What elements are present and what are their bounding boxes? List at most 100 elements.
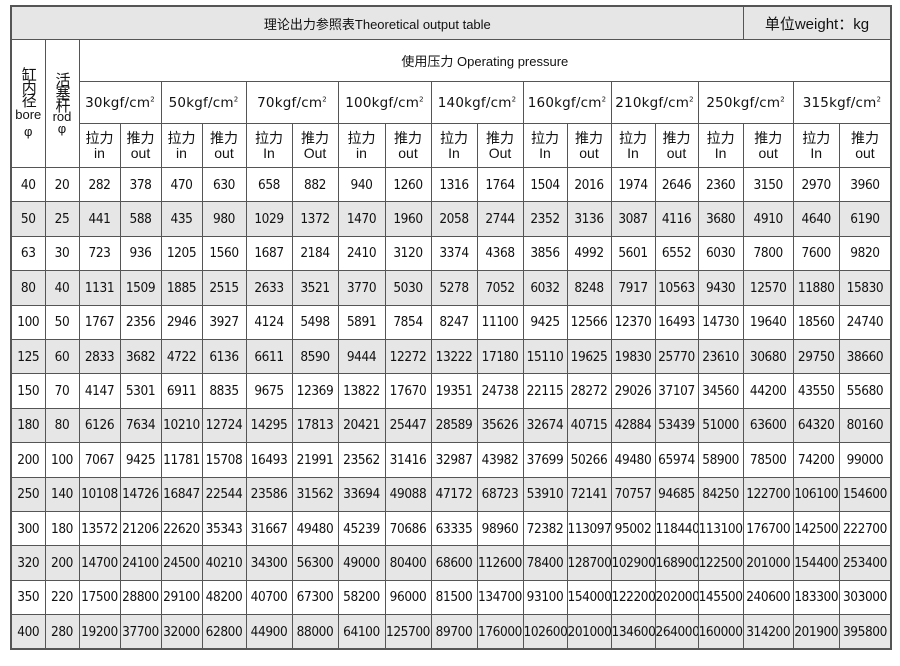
force-cell: 56300: [291, 545, 339, 581]
pressure-unit-exponent: 2: [150, 95, 155, 103]
force-en: in: [356, 144, 367, 161]
force-cell: 40700: [245, 579, 293, 616]
force-cell: 11781: [160, 442, 203, 478]
force-cell: 3960: [838, 166, 892, 203]
force-cell: 51000: [697, 407, 744, 444]
force-cell: 142500: [792, 510, 840, 547]
bore-cell: 320: [10, 545, 46, 581]
force-cell: 3680: [697, 201, 744, 237]
table-row: 150 70 4147 5301 6911 8835 9675 12369 13822 17670…: [10, 373, 892, 409]
rod-en: rod: [52, 109, 72, 124]
force-cell: 14700: [78, 545, 121, 581]
force-cell: 7067: [78, 442, 121, 478]
force-cell: 4992: [566, 235, 612, 272]
force-cell: 99000: [838, 442, 892, 478]
table-row: 40 20 282 378 470 630 658 882 940 1260 1316 1764 150…: [10, 166, 892, 203]
force-cell: 5498: [291, 304, 339, 340]
force-cell: 176700: [742, 510, 794, 547]
force-cell: 12570: [742, 270, 794, 306]
force-cell: 53439: [654, 407, 699, 444]
force-cell: 9430: [697, 270, 744, 306]
force-cell: 19351: [430, 373, 478, 409]
force-cell: 22620: [160, 510, 203, 547]
pressure-unit-exponent: 2: [233, 95, 239, 103]
force-cell: 1687: [245, 235, 293, 272]
force-cell: 24738: [476, 373, 524, 409]
force-cell: 2946: [160, 304, 203, 340]
force-cell: 31416: [384, 442, 432, 478]
force-cell: 4910: [742, 201, 794, 237]
force-cell: 28272: [566, 373, 612, 409]
rod-cell: 50: [44, 304, 80, 340]
bore-cell: 100: [10, 304, 46, 340]
force-cell: 70757: [610, 476, 656, 512]
rod-cell: 200: [44, 545, 80, 581]
force-cell: 1029: [245, 201, 293, 237]
force-cell: 7600: [792, 235, 840, 272]
force-cell: 7854: [384, 304, 432, 340]
force-cell: 94685: [654, 476, 699, 512]
force-cell: 80160: [838, 407, 892, 444]
force-cell: 12724: [201, 407, 247, 444]
force-cell: 102900: [610, 545, 656, 581]
force-cell: 10108: [78, 476, 121, 512]
force-cell: 588: [119, 201, 162, 237]
force-cell: 1205: [160, 235, 203, 272]
bore-cell: 400: [10, 614, 46, 650]
force-cell: 32987: [430, 442, 478, 478]
force-cn: 拉力: [440, 129, 468, 146]
bore-symbol: φ: [24, 124, 33, 139]
force-cell: 11100: [476, 304, 524, 340]
pressure-header: 315kgf/cm2: [792, 81, 892, 124]
force-cell: 16493: [245, 442, 293, 478]
pressure-unit-exponent: 2: [780, 95, 785, 103]
rod-header: 活塞杆 rod φ: [44, 39, 80, 168]
force-cell: 154000: [566, 579, 612, 616]
pressure-header: 140kgf/cm2: [430, 81, 524, 124]
force-cell: 183300: [792, 579, 840, 616]
force-en: In: [539, 144, 551, 161]
force-cell: 882: [291, 166, 339, 203]
pressure-unit-exponent: 2: [876, 95, 882, 103]
force-cell: 68723: [476, 476, 524, 512]
force-cell: 201000: [742, 545, 794, 581]
force-cell: 72382: [522, 510, 568, 547]
force-cn: 拉力: [706, 129, 735, 146]
bore-cell: 180: [10, 407, 46, 444]
rod-symbol: φ: [57, 121, 67, 136]
pull-force-header: 拉力 In: [522, 123, 568, 168]
force-en: In: [263, 144, 275, 161]
force-cell: 19830: [610, 338, 656, 375]
force-cell: 3136: [566, 201, 612, 237]
force-cell: 202000: [654, 579, 699, 616]
pressure-unit-exponent: 2: [601, 95, 607, 103]
force-cell: 16847: [160, 476, 203, 512]
force-cell: 201000: [566, 614, 612, 650]
force-cell: 18560: [792, 304, 840, 340]
force-cell: 14730: [697, 304, 744, 340]
force-en: out: [214, 144, 234, 161]
force-en: Out: [488, 144, 512, 161]
force-cell: 2058: [430, 201, 478, 237]
force-cell: 9820: [838, 235, 892, 272]
force-cell: 2646: [654, 166, 699, 203]
force-cell: 1316: [430, 166, 478, 203]
bore-cell: 200: [10, 442, 46, 478]
force-cell: 15110: [522, 338, 568, 375]
force-cell: 34560: [697, 373, 744, 409]
force-cell: 64320: [792, 407, 840, 444]
push-force-header: 推力 Out: [291, 123, 339, 168]
force-cell: 96000: [384, 579, 432, 616]
push-force-header: 推力 out: [566, 123, 612, 168]
force-cell: 15830: [838, 270, 892, 306]
force-cell: 14726: [119, 476, 162, 512]
force-en: In: [448, 144, 460, 161]
force-cell: 240600: [742, 579, 794, 616]
force-cell: 4722: [160, 338, 203, 375]
force-cell: 2633: [245, 270, 293, 306]
table-row: 250 140 10108 14726 16847 22544 23586 31562 3369…: [10, 476, 892, 512]
force-cell: 88000: [291, 614, 339, 650]
push-force-header: 推力 out: [742, 123, 794, 168]
pressure-header: 50kgf/cm2: [160, 81, 247, 124]
rod-cell: 70: [44, 373, 80, 409]
